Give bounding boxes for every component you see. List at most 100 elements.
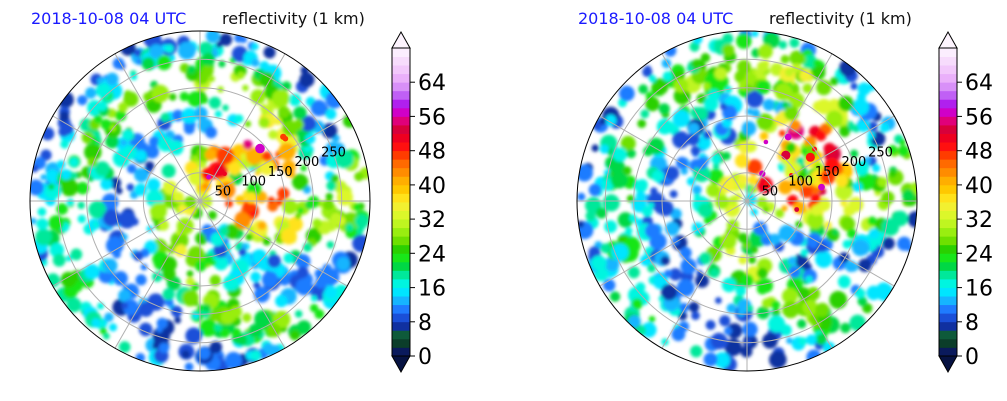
reflectivity-cell [857,296,868,307]
reflectivity-cell [198,41,213,57]
reflectivity-cell [802,54,817,69]
reflectivity-cell [48,215,64,231]
reflectivity-cell [763,31,780,49]
reflectivity-cell [782,101,789,109]
reflectivity-cell [784,105,799,121]
colorbar-tick-label: 64 [965,71,993,96]
reflectivity-cell [627,266,640,279]
reflectivity-cell [599,117,607,125]
reflectivity-cell [102,209,121,227]
reflectivity-cell [352,203,361,212]
colorbar-segment [392,116,410,126]
reflectivity-cell [179,91,189,102]
reflectivity-cell [208,75,215,82]
reflectivity-cell [771,300,781,310]
reflectivity-cell [134,167,149,183]
reflectivity-cell [759,131,769,141]
reflectivity-cell [261,271,279,288]
colorbar-segment [392,270,410,280]
reflectivity-cell [48,183,55,190]
reflectivity-core [794,207,800,212]
reflectivity-cell [806,334,817,346]
reflectivity-cell [77,95,88,106]
reflectivity-cell [99,327,107,335]
reflectivity-cell [85,87,97,99]
colorbar-segment [392,236,410,246]
reflectivity-cell [715,297,722,304]
reflectivity-cell [835,174,849,188]
reflectivity-cell [708,168,724,185]
reflectivity-cell [881,191,895,205]
reflectivity-cell [804,136,817,149]
reflectivity-cell [280,228,297,245]
reflectivity-cell [719,176,736,193]
reflectivity-cell [267,254,281,268]
reflectivity-cell [46,273,60,288]
reflectivity-cell [857,82,871,96]
reflectivity-cell [796,54,806,65]
reflectivity-cell [706,183,721,198]
radial-line [114,53,201,202]
reflectivity-cell [635,190,646,201]
reflectivity-cell [829,290,848,309]
reflectivity-cell [648,74,657,83]
reflectivity-cell [201,65,214,77]
reflectivity-cell [662,71,673,82]
colorbar-tick-label: 24 [965,242,993,267]
reflectivity-cell [105,134,119,149]
reflectivity-cell [672,131,690,149]
reflectivity-core [781,150,791,160]
colorbar-segment [392,244,410,254]
reflectivity-cell [845,260,857,273]
reflectivity-cell [820,169,836,185]
reflectivity-cell [756,197,768,209]
reflectivity-cell [686,132,700,146]
colorbar-segment [392,142,410,152]
colorbar-segment [392,321,410,331]
reflectivity-cell [205,126,218,139]
reflectivity-core [784,133,792,141]
radial-line [599,115,748,202]
reflectivity-cell [816,242,828,253]
colorbar-segment [939,159,957,169]
reflectivity-cell [690,345,703,358]
colorbar-segment [939,73,957,83]
reflectivity-cell [35,228,52,246]
reflectivity-cell [205,31,220,43]
reflectivity-cell [286,168,296,178]
reflectivity-core [818,183,825,191]
reflectivity-cell [687,122,700,135]
reflectivity-cell [84,143,102,161]
reflectivity-cell [601,178,614,192]
reflectivity-cell [272,310,291,329]
reflectivity-cell [299,72,315,88]
reflectivity-cell [36,218,49,231]
colorbar-segment [392,99,410,109]
reflectivity-cell [868,228,880,239]
colorbar-segment [392,90,410,100]
colorbar-segment [939,219,957,229]
reflectivity-cell [95,161,110,177]
reflectivity-cell [867,216,877,226]
reflectivity-cell [192,312,200,320]
reflectivity-cell [250,350,262,362]
reflectivity-cell [30,164,39,173]
reflectivity-cell [711,153,722,165]
reflectivity-cell [238,248,247,257]
reflectivity-cell [738,232,749,243]
reflectivity-cell [797,170,808,180]
reflectivity-cell [282,199,298,215]
reflectivity-cell [323,199,334,211]
reflectivity-cell [815,302,830,317]
reflectivity-cell [697,135,712,150]
colorbar-segment [392,279,410,288]
reflectivity-cell [222,104,229,112]
reflectivity-cell [815,130,827,142]
reflectivity-cell [156,317,168,329]
reflectivity-core [222,171,227,176]
reflectivity-cell [40,174,47,181]
reflectivity-cell [737,309,745,317]
reflectivity-cell [842,239,852,249]
colorbar-segment [392,296,410,306]
reflectivity-cell [70,248,83,261]
